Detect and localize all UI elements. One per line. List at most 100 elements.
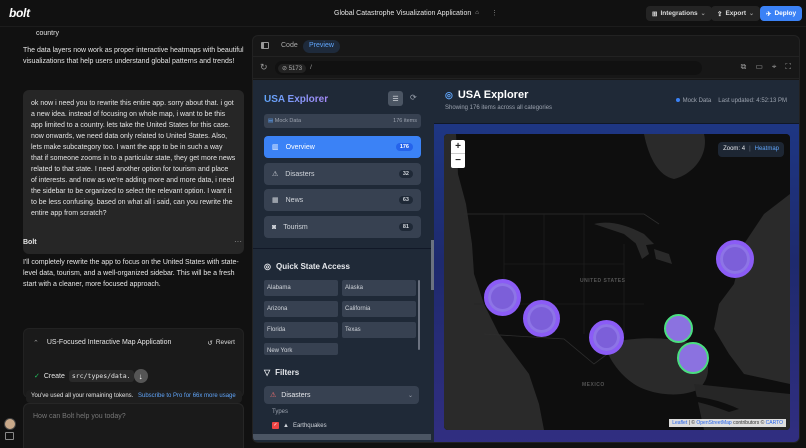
inspect-icon[interactable]: ⌖: [771, 62, 777, 71]
camera-icon: ◙: [272, 223, 277, 231]
rocket-icon: ✈: [766, 10, 772, 18]
main-title-text: USA Explorer: [457, 89, 529, 101]
open-external-icon[interactable]: ⧉: [740, 62, 747, 71]
nav-label: Overview: [285, 143, 315, 151]
scroll-down-icon[interactable]: ↓: [133, 369, 148, 383]
url-path: /: [310, 65, 312, 71]
map-attribution: Leaflet | © OpenStreetMap contributors ©…: [669, 419, 786, 427]
export-label: Export: [725, 10, 747, 17]
leaflet-link[interactable]: Leaflet: [672, 420, 688, 426]
integrations-button[interactable]: ⊞ Integrations ⌄: [646, 6, 712, 21]
nav-item-news[interactable]: ▦ News 63: [264, 189, 421, 211]
state-button-alabama[interactable]: Alabama: [264, 280, 338, 296]
database-icon[interactable]: ☰: [388, 91, 403, 106]
refresh-icon[interactable]: ⟳: [410, 93, 417, 102]
data-source-label: Mock Data: [682, 98, 712, 104]
main-subtitle: Showing 176 items across all categories: [445, 105, 553, 111]
tokens-notice-text: You've used all your remaining tokens.: [31, 393, 134, 399]
heatmap-marker-california[interactable]: [484, 279, 521, 316]
leaflet-map[interactable]: UNITED STATES MEXICO + − Zoom: 4 | Heatm…: [444, 134, 790, 430]
nav-item-tourism[interactable]: ◙ Tourism 81: [264, 216, 421, 238]
state-button-california[interactable]: California: [342, 301, 416, 317]
file-path[interactable]: src/types/data.: [68, 370, 134, 382]
state-button-arizona[interactable]: Arizona: [264, 301, 338, 317]
chevron-up-icon: ⌃: [33, 340, 39, 347]
app-preview: USA Explorer ☰ ⟳ ▤ Mock Data 176 items ▥…: [253, 80, 799, 442]
user-avatar[interactable]: [4, 418, 16, 430]
heatmap-marker-new-york[interactable]: [716, 240, 754, 278]
artifact-title: US-Focused Interactive Map Application: [46, 339, 172, 346]
tokens-notice: You've used all your remaining tokens. S…: [26, 390, 242, 403]
carto-link[interactable]: CARTO: [765, 420, 783, 426]
state-button-alaska[interactable]: Alaska: [342, 280, 416, 296]
type-item-earthquakes[interactable]: ✓ ▲ Earthquakes: [272, 422, 327, 429]
zoom-in-button[interactable]: +: [451, 140, 465, 154]
filter-icon: ▽: [264, 368, 271, 377]
zoom-out-button[interactable]: −: [455, 155, 461, 166]
more-options-icon[interactable]: ⋮: [490, 10, 498, 17]
nav-item-overview[interactable]: ▥ Overview 176: [264, 136, 421, 158]
database-small-icon: ▤: [268, 118, 274, 124]
map-icon: ▥: [272, 144, 279, 151]
attribution-text: contributors ©: [733, 420, 765, 426]
state-button-texas[interactable]: Texas: [342, 322, 416, 338]
export-icon: ⇪: [717, 10, 723, 18]
artifact-header[interactable]: ⌃ US-Focused Interactive Map Application: [33, 339, 171, 347]
revert-button[interactable]: ↺ Revert: [207, 339, 235, 347]
warning-icon: ⚠: [272, 171, 279, 178]
last-updated: Last updated: 4:52:13 PM: [718, 98, 787, 104]
map-area: ◎ USA Explorer Showing 176 items across …: [434, 80, 799, 442]
zoom-control: + −: [451, 140, 465, 168]
subscribe-link[interactable]: Subscribe to Pro for 66x more usage: [138, 393, 236, 399]
fullscreen-icon[interactable]: ⛶: [785, 62, 791, 71]
nav-label: Tourism: [283, 223, 308, 231]
state-button-new-york[interactable]: New York: [264, 343, 338, 355]
lock-icon: ⌂: [475, 10, 479, 16]
nav-count-badge: 63: [398, 196, 413, 204]
chevron-down-icon: ⌄: [407, 392, 413, 399]
device-view-icon[interactable]: ▭: [755, 62, 763, 71]
project-title[interactable]: Global Catastrophe Visualization Applica…: [334, 9, 498, 18]
deploy-button[interactable]: ✈ Deploy: [760, 6, 803, 21]
nav-label: News: [285, 196, 304, 204]
filter-category-dropdown[interactable]: ⚠ Disasters ⌄: [264, 386, 419, 404]
filters-heading: ▽ Filters: [264, 368, 299, 377]
nav-item-disasters[interactable]: ⚠ Disasters 32: [264, 163, 421, 185]
reload-icon[interactable]: ↻: [260, 62, 268, 72]
map-header: ◎ USA Explorer Showing 176 items across …: [434, 80, 799, 124]
states-scrollbar[interactable]: [418, 280, 420, 350]
map-label-united-states: UNITED STATES: [580, 278, 626, 284]
map-mode: Heatmap: [754, 146, 779, 152]
chat-panel: country The data layers now work as prop…: [0, 27, 250, 448]
port-selector[interactable]: ⊘ 5173: [278, 63, 307, 73]
chevron-down-icon: ⌄: [749, 11, 755, 17]
url-input[interactable]: ⊘ 5173 /: [275, 61, 702, 75]
prompt-input[interactable]: How can Bolt help you today? 🔗︎ ✦ ▭: [23, 403, 244, 448]
checkbox-checked-icon[interactable]: ✓: [272, 422, 279, 429]
sidebar-toggle-icon[interactable]: [5, 432, 14, 440]
tab-preview[interactable]: Preview: [303, 40, 340, 53]
type-label: Earthquakes: [292, 422, 327, 429]
osm-link[interactable]: OpenStreetMap: [696, 420, 732, 426]
export-button[interactable]: ⇪ Export ⌄: [711, 6, 761, 21]
heatmap-marker-alabama[interactable]: [664, 314, 693, 343]
newspaper-icon: ▦: [272, 197, 279, 204]
tab-code[interactable]: Code: [281, 42, 298, 49]
state-button-florida[interactable]: Florida: [264, 322, 338, 338]
data-source-bar: ▤ Mock Data 176 items: [264, 114, 421, 128]
panel-toggle-icon[interactable]: [261, 42, 269, 49]
heatmap-marker-texas[interactable]: [589, 320, 624, 355]
sidebar-horizontal-scrollbar[interactable]: [253, 434, 431, 440]
nav-count-badge: 32: [398, 170, 413, 178]
message-options-icon[interactable]: ···: [234, 237, 242, 246]
warning-icon: ⚠: [270, 392, 277, 399]
main-title: ◎ USA Explorer: [445, 89, 528, 101]
top-bar: bolt Global Catastrophe Visualization Ap…: [0, 0, 806, 27]
sidebar-scrollbar[interactable]: [431, 240, 434, 290]
section-title: Quick State Access: [275, 262, 350, 271]
bolt-logo[interactable]: bolt: [9, 6, 30, 20]
user-message: ok now i need you to rewrite this entire…: [23, 90, 244, 254]
heatmap-marker-florida[interactable]: [677, 342, 709, 374]
check-icon: ✓: [34, 373, 40, 380]
heatmap-marker-arizona[interactable]: [523, 300, 560, 337]
